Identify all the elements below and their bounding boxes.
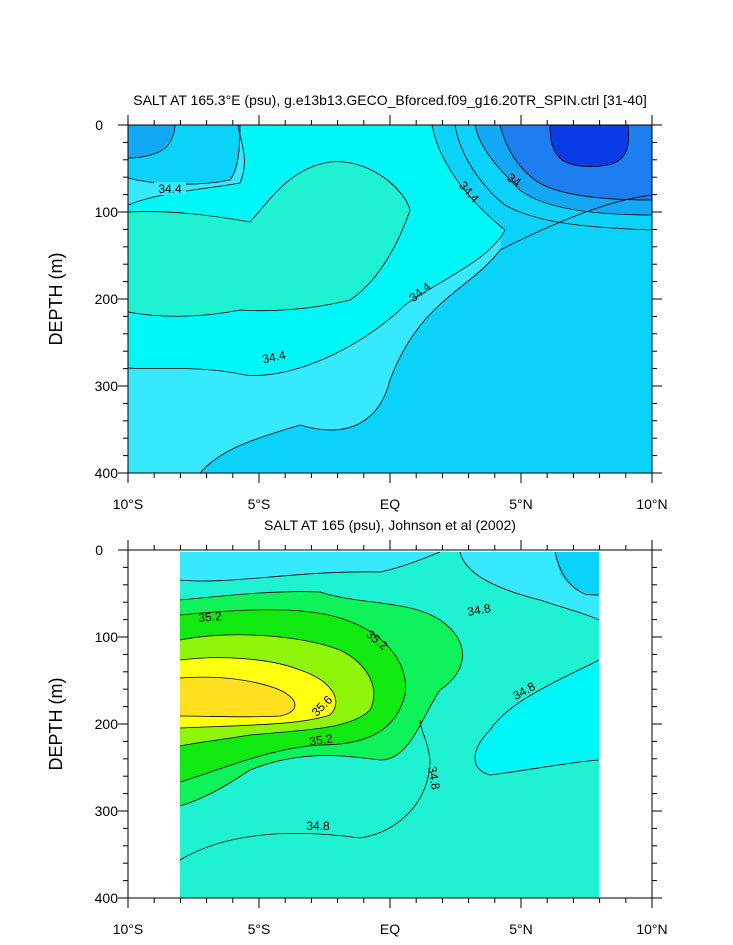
top-x-tick-label: 5°N (509, 496, 533, 512)
bottom-contour-line (459, 551, 600, 621)
bottom-contour-label: 34.8 (306, 819, 330, 833)
top-contour-label: 34.4 (158, 182, 182, 196)
top-contour-line (127, 124, 176, 159)
bottom-contour-line (474, 659, 600, 776)
bottom-panel: SALT AT 165 (psu), Johnson et al (2002) … (46, 517, 668, 937)
bottom-y-axis-label: DEPTH (m) (46, 678, 66, 771)
top-contour-line (127, 124, 245, 206)
bottom-contour-line (179, 676, 296, 718)
bottom-y-tick-label: 200 (95, 716, 119, 732)
top-panel: SALT AT 165.3°E (psu), g.e13b13.GECO_Bfo… (46, 92, 668, 512)
top-contour-line (127, 124, 506, 376)
top-contour-line (454, 124, 653, 231)
top-contour-line (199, 194, 653, 474)
bottom-contour-line (179, 591, 463, 807)
bottom-region-orange-yellow (180, 677, 295, 717)
bottom-x-tick-label: 5°S (248, 921, 271, 937)
bottom-contour-line (179, 719, 431, 861)
bottom-y-tick-label: 100 (95, 629, 119, 645)
top-contour-line (127, 161, 411, 317)
top-region-aqua-green (128, 161, 410, 317)
top-region-upper-left-mid-blue (128, 125, 175, 158)
bottom-contour-label: 35.2 (308, 731, 333, 748)
bottom-contour-line (179, 634, 374, 747)
top-contour-line (499, 124, 653, 201)
top-region-upper-right-deep-blue (550, 125, 629, 167)
bottom-x-tick-label: 5°N (509, 921, 533, 937)
top-tick-marks (118, 115, 662, 483)
top-contour-label-bg (154, 182, 186, 195)
top-y-axis-label: DEPTH (m) (46, 253, 66, 346)
bottom-contour-line (554, 551, 600, 596)
top-x-tick-label: 10°N (636, 496, 667, 512)
bottom-contour-label: 34.8 (425, 765, 443, 791)
bottom-y-tick-label: 0 (95, 542, 103, 558)
bottom-contour-label: 35.2 (198, 609, 223, 625)
bottom-contour-label: 34.8 (466, 601, 492, 619)
bottom-contour-line (179, 609, 406, 783)
bottom-chart-title: SALT AT 165 (psu), Johnson et al (2002) (264, 517, 516, 533)
top-y-tick-label: 0 (95, 117, 103, 133)
bottom-y-tick-label: 300 (95, 803, 119, 819)
bottom-x-tick-label: EQ (380, 921, 400, 937)
bottom-region-cyan (180, 552, 599, 620)
top-y-tick-label: 100 (95, 204, 119, 220)
top-x-tick-label: 10°S (113, 496, 144, 512)
bottom-contour-line (179, 551, 441, 582)
top-y-tick-label: 400 (95, 465, 119, 481)
top-chart-title: SALT AT 165.3°E (psu), g.e13b13.GECO_Bfo… (133, 92, 647, 108)
top-contour-line (474, 124, 653, 216)
top-contour-line (549, 124, 629, 168)
top-x-tick-label: 5°S (248, 496, 271, 512)
bottom-x-tick-label: 10°S (113, 921, 144, 937)
top-y-tick-label: 200 (95, 291, 119, 307)
bottom-x-tick-label: 10°N (636, 921, 667, 937)
bottom-region-upper-right-light-blue (555, 552, 599, 595)
bottom-region-right-bright-cyan (475, 660, 599, 775)
bottom-contour-line (179, 657, 337, 729)
top-y-tick-label: 300 (95, 378, 119, 394)
top-contour-label: 34.4 (261, 348, 287, 367)
bottom-y-tick-label: 400 (95, 890, 119, 906)
top-x-tick-label: EQ (380, 496, 400, 512)
bottom-tick-marks (118, 540, 662, 908)
